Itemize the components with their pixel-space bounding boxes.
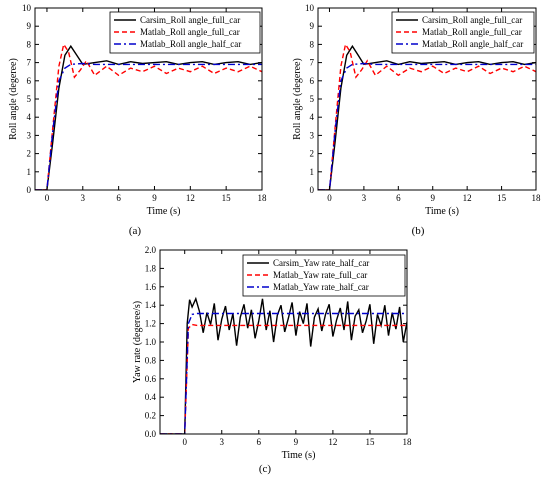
x-tick-label: 0 (45, 193, 50, 203)
legend: Carsim_Roll angle_full_car Matlab_Roll an… (109, 11, 261, 54)
panel-caption: (b) (412, 225, 425, 237)
y-tick-label: 8 (27, 39, 32, 49)
y-tick-label: 7 (27, 58, 32, 68)
series-group (318, 42, 536, 190)
y-tick-label: 2.0 (145, 245, 157, 255)
y-tick-label: 1.6 (145, 282, 157, 292)
y-tick-label: 0 (310, 185, 315, 195)
y-tick-label: 2 (27, 149, 32, 159)
x-tick-label: 9 (430, 193, 435, 203)
y-tick-label: 0 (27, 185, 32, 195)
y-axis-label: Roll angle (degeree) (8, 58, 19, 140)
legend-entry: Matlab_Roll angle_full_car (140, 27, 240, 37)
x-tick-label: 18 (532, 193, 542, 203)
y-tick-label: 5 (310, 94, 315, 104)
y-tick-label: 6 (310, 76, 315, 86)
x-axis-label: Time (s) (147, 206, 181, 217)
y-tick-label: 9 (310, 21, 315, 31)
x-axis-label: Time (s) (425, 206, 459, 217)
y-tick-label: 0.6 (145, 374, 157, 384)
y-tick-label: 0.2 (145, 411, 156, 421)
y-tick-label: 3 (27, 130, 32, 140)
legend-entry: Matlab_Yaw rate_full_car (273, 270, 367, 280)
x-tick-label: 15 (365, 437, 375, 447)
y-tick-label: 0.4 (145, 392, 157, 402)
x-tick-label: 3 (362, 193, 367, 203)
series-group (35, 42, 262, 190)
y-tick-label: 1.0 (145, 337, 157, 347)
y-tick-label: 1 (310, 167, 315, 177)
y-tick-label: 0.8 (145, 355, 157, 365)
y-tick-label: 8 (310, 39, 315, 49)
y-tick-label: 5 (27, 94, 32, 104)
series-line-2 (160, 323, 407, 434)
legend-box (242, 254, 406, 297)
x-tick-label: 3 (220, 437, 225, 447)
x-tick-label: 12 (328, 437, 337, 447)
series-line-3 (160, 312, 407, 434)
x-tick-label: 3 (81, 193, 86, 203)
panel-caption: (c) (259, 463, 272, 475)
x-tick-label: 6 (257, 437, 262, 447)
y-tick-label: 4 (310, 112, 315, 122)
y-tick-label: 10 (305, 3, 315, 13)
x-tick-label: 6 (396, 193, 401, 203)
y-tick-label: 1.2 (145, 319, 156, 329)
x-axis-label: Time (s) (282, 450, 316, 461)
series-line-3 (318, 62, 536, 190)
series-group (160, 296, 407, 434)
y-tick-label: 1 (27, 167, 32, 177)
x-tick-label: 15 (497, 193, 507, 203)
y-axis-label: Yaw rate (degeree/s) (132, 301, 143, 383)
y-tick-label: 2 (310, 149, 315, 159)
y-axis-label: Roll angle (degeree) (292, 58, 303, 140)
x-tick-label: 18 (258, 193, 268, 203)
legend: Carsim_Roll angle_full_car Matlab_Roll an… (391, 11, 535, 54)
series-line-3 (35, 62, 262, 190)
legend-entry: Carsim_Roll angle_full_car (422, 15, 522, 25)
series-line-1 (160, 296, 407, 434)
y-tick-label: 7 (310, 58, 315, 68)
y-tick-label: 0.0 (145, 429, 157, 439)
x-tick-label: 12 (463, 193, 472, 203)
legend-entry: Matlab_Roll angle_half_car (140, 39, 241, 49)
legend: Carsim_Yaw rate_half_car Matlab_Yaw rate_… (242, 254, 406, 297)
x-tick-label: 0 (327, 193, 332, 203)
series-line-1 (35, 44, 262, 190)
x-tick-label: 9 (152, 193, 157, 203)
y-tick-label: 10 (22, 3, 32, 13)
series-line-2 (318, 42, 536, 190)
x-tick-label: 9 (294, 437, 299, 447)
x-tick-label: 0 (182, 437, 187, 447)
y-tick-label: 1.8 (145, 263, 157, 273)
legend-entry: Matlab_Yaw rate_half_car (273, 282, 369, 292)
y-tick-label: 6 (27, 76, 32, 86)
x-tick-label: 12 (186, 193, 195, 203)
series-line-1 (318, 44, 536, 190)
chart-3: 0.0 0.2 0.4 0.6 0.8 1.0 1.2 1.4 1.6 1.8 2.0 0 3 6 9 12 1… (132, 245, 412, 475)
legend-entry: Carsim_Roll angle_full_car (140, 15, 240, 25)
x-tick-label: 18 (403, 437, 413, 447)
y-tick-label: 3 (310, 130, 315, 140)
legend-entry: Matlab_Roll angle_full_car (422, 27, 522, 37)
legend-entry: Carsim_Yaw rate_half_car (273, 258, 369, 268)
series-line-2 (35, 42, 262, 190)
y-tick-label: 1.4 (145, 300, 157, 310)
y-tick-label: 4 (27, 112, 32, 122)
panel-caption: (a) (129, 225, 142, 237)
x-tick-label: 15 (222, 193, 232, 203)
y-tick-label: 9 (27, 21, 32, 31)
legend-entry: Matlab_Roll angle_half_car (422, 39, 523, 49)
x-tick-label: 6 (116, 193, 121, 203)
